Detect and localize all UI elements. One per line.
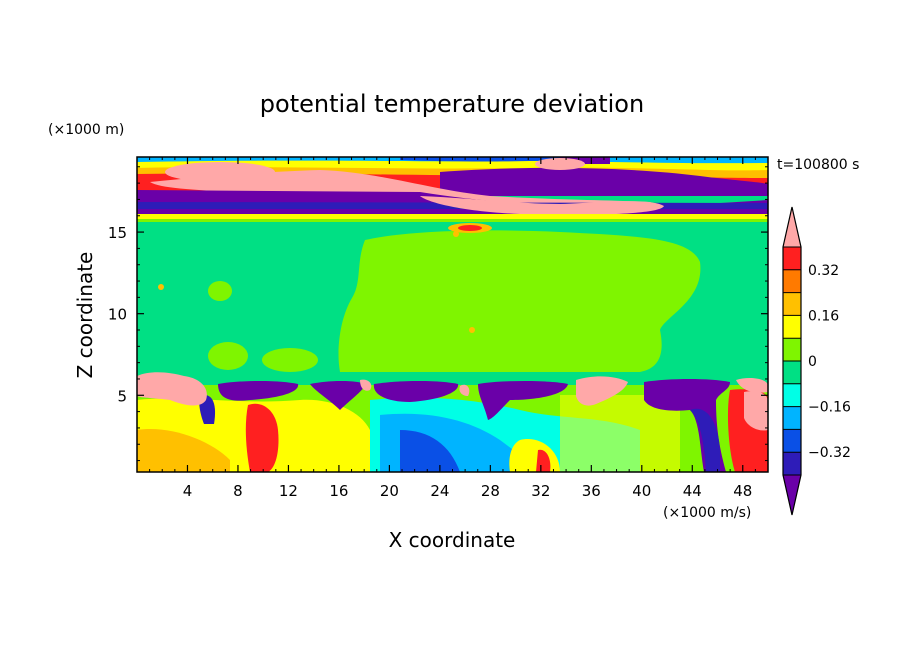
pink-cell-left — [137, 372, 207, 406]
x-tick-label: 24 — [430, 482, 449, 500]
y-unit-label: (×1000 m) — [48, 122, 124, 138]
x-tick-label: 12 — [279, 482, 298, 500]
pink-cell-2 — [360, 379, 372, 391]
contour-field — [137, 157, 768, 472]
colorbar-band — [783, 429, 801, 453]
x-tick-label: 4 — [183, 482, 193, 500]
upper-purple-cell — [560, 157, 610, 164]
x-tick-label: 16 — [329, 482, 348, 500]
colorbar-label: −0.32 — [808, 445, 851, 461]
boundary-bottom-red — [536, 449, 551, 472]
boundary-blue-patch — [400, 430, 460, 472]
y-tick-label: 15 — [108, 224, 127, 242]
x-axis-label: X coordinate — [389, 528, 516, 552]
y-axis: 5 10 15 — [108, 166, 768, 462]
x-tick-label: 44 — [683, 482, 702, 500]
colorbar-label: 0.32 — [808, 263, 839, 279]
colorbar-band — [783, 452, 801, 476]
cold-cell-1 — [218, 381, 299, 401]
colorbar-outline — [782, 206, 802, 516]
boundary-yellow-right — [560, 395, 680, 472]
y-tick-label: 10 — [108, 306, 127, 324]
colorbar-band — [783, 247, 801, 271]
x-tick-label: 8 — [233, 482, 243, 500]
colorbar-band — [783, 383, 801, 407]
left-warm-patch — [208, 281, 232, 301]
warm-dot-3 — [453, 231, 459, 237]
boundary-pink-right — [744, 391, 768, 431]
y-tick-label: 5 — [117, 387, 127, 405]
central-warm-region — [338, 230, 701, 372]
x-tick-label: 20 — [380, 482, 399, 500]
time-label: t=100800 s — [777, 157, 859, 173]
upper-transition-yellow — [137, 214, 768, 219]
x-tick-label: 48 — [733, 482, 752, 500]
x-tick-label: 32 — [531, 482, 550, 500]
colorbar-band — [783, 361, 801, 385]
x-tick-label: 40 — [632, 482, 651, 500]
colorbar-band — [783, 338, 801, 362]
cold-cell-3 — [373, 381, 459, 402]
cold-cell-2 — [310, 381, 366, 410]
warm-dot-2 — [458, 225, 482, 231]
center-left-warm-patch — [262, 348, 318, 372]
colorbar-band — [783, 269, 801, 293]
colorbar-band — [783, 292, 801, 316]
x-unit-label: (×1000 m/s) — [663, 505, 751, 521]
colorbar: 0.32 0.16 0 −0.16 −0.32 — [782, 206, 851, 516]
x-tick-label: 36 — [582, 482, 601, 500]
upper-left-pink — [165, 162, 275, 182]
lower-left-warm-patch — [208, 342, 248, 370]
mid-pink-streak — [420, 196, 664, 215]
colorbar-label: 0.16 — [808, 308, 839, 324]
upper-dark-band — [440, 167, 768, 196]
upper-transition-green — [137, 219, 768, 222]
pink-cell-right — [736, 378, 768, 393]
cold-cell-5-core — [690, 408, 720, 472]
pink-cell-3 — [459, 384, 470, 396]
colorbar-label: −0.16 — [808, 400, 851, 416]
y-axis-label: Z coordinate — [73, 252, 97, 379]
colorbar-low-extension — [783, 475, 801, 515]
upper-right-pink — [535, 158, 585, 170]
pink-cell-4 — [576, 376, 628, 406]
colorbar-high-extension — [783, 207, 801, 247]
boundary-red-column — [245, 403, 279, 472]
chart-title: potential temperature deviation — [260, 90, 644, 118]
colorbar-band — [783, 315, 801, 339]
colorbar-band — [783, 406, 801, 430]
x-tick-label: 28 — [481, 482, 500, 500]
warm-dot-5 — [469, 327, 475, 333]
boundary-orange-left — [137, 429, 230, 472]
x-axis: 4 8 12 16 20 24 28 32 36 40 44 48 — [149, 157, 756, 500]
cold-cell-4 — [478, 381, 568, 420]
colorbar-label: 0 — [808, 354, 817, 370]
warm-dot-4 — [158, 284, 164, 290]
